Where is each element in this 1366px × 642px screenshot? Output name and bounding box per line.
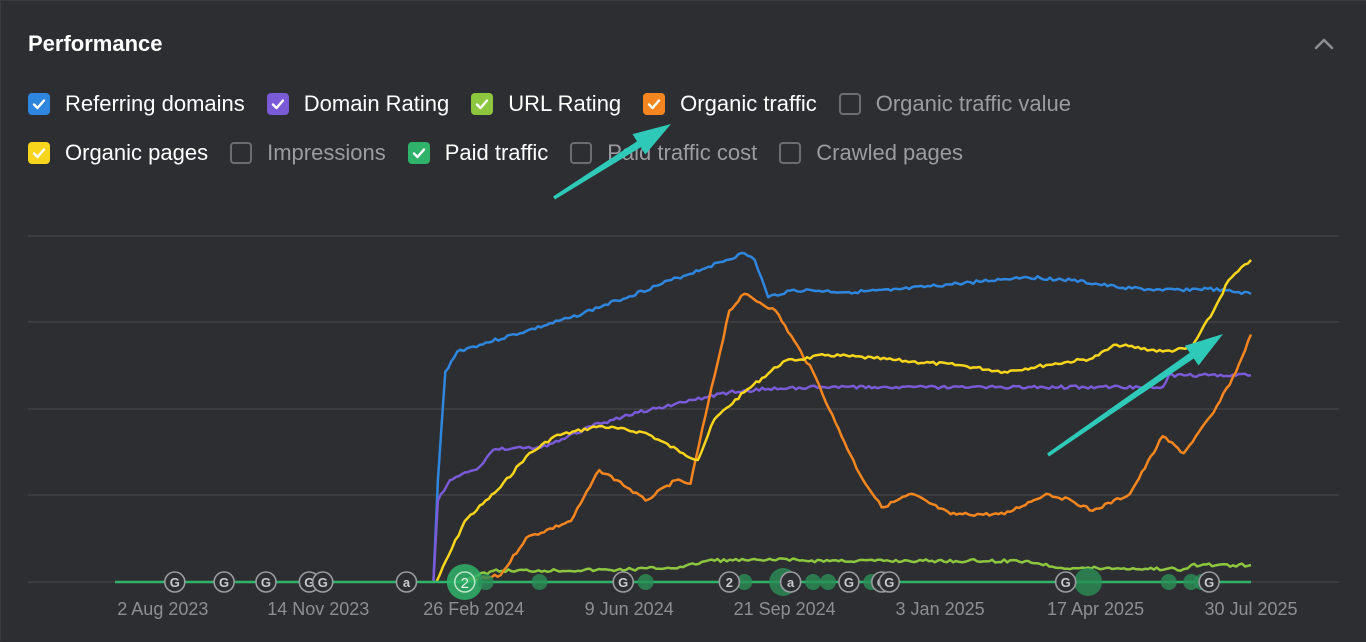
legend-label: Impressions bbox=[267, 140, 386, 165]
annotation-arrow-chart bbox=[1047, 334, 1223, 457]
series-line-url-rating bbox=[456, 557, 1252, 584]
series-line-organic-traffic bbox=[464, 292, 1253, 584]
checkbox-unchecked-icon[interactable] bbox=[570, 142, 593, 164]
event-marker[interactable] bbox=[1054, 571, 1077, 593]
activity-dot[interactable] bbox=[805, 574, 822, 590]
event-marker[interactable] bbox=[718, 571, 741, 593]
checkbox-checked-icon[interactable] bbox=[471, 93, 494, 115]
event-marker[interactable] bbox=[213, 571, 235, 593]
legend-label: Crawled pages bbox=[816, 140, 963, 165]
x-tick-label: 21 Sep 2024 bbox=[734, 599, 836, 619]
x-tick-label: 30 Jul 2025 bbox=[1204, 599, 1297, 619]
checkbox-checked-icon[interactable] bbox=[266, 93, 289, 115]
event-marker[interactable] bbox=[838, 571, 860, 593]
checkbox-unchecked-icon[interactable] bbox=[838, 93, 861, 115]
event-marker[interactable] bbox=[612, 571, 635, 593]
legend-label: Organic pages bbox=[65, 140, 209, 165]
activity-dot-ring bbox=[454, 571, 476, 593]
legend-label: Referring domains bbox=[65, 91, 245, 116]
legend-row-1: Referring domains Domain Rating URL Rating… bbox=[28, 89, 1093, 119]
chevron-up-icon[interactable] bbox=[1311, 31, 1337, 57]
legend-item-paid-traffic[interactable]: Paid traffic bbox=[407, 138, 549, 168]
event-marker-label: 2 bbox=[726, 575, 733, 590]
event-marker-label: G bbox=[844, 575, 854, 590]
legend-item-organic-traffic-value[interactable]: Organic traffic value bbox=[838, 89, 1071, 119]
event-marker-label: G bbox=[618, 575, 628, 590]
event-marker[interactable] bbox=[878, 571, 901, 593]
event-marker[interactable] bbox=[163, 571, 186, 593]
legend-label: Domain Rating bbox=[303, 91, 450, 116]
activity-dot[interactable] bbox=[637, 574, 654, 590]
checkbox-checked-icon[interactable] bbox=[407, 142, 430, 164]
legend-item-crawled-pages[interactable]: Crawled pages bbox=[779, 138, 963, 168]
panel-title: Performance bbox=[28, 31, 163, 56]
activity-dot[interactable] bbox=[736, 574, 753, 590]
activity-dot[interactable] bbox=[1160, 574, 1177, 590]
event-marker[interactable] bbox=[255, 571, 277, 593]
legend-label: URL Rating bbox=[508, 91, 622, 116]
series-line-organic-pages bbox=[435, 259, 1252, 583]
series-line-domain-rating bbox=[432, 372, 1252, 583]
checkbox-unchecked-icon[interactable] bbox=[230, 142, 253, 164]
event-marker[interactable] bbox=[779, 571, 802, 593]
legend-row-2: Organic pages Impressions Paid traffic Paid… bbox=[28, 138, 985, 168]
event-marker-label: G bbox=[1061, 575, 1071, 590]
legend-item-url-rating[interactable]: URL Rating bbox=[471, 89, 621, 119]
x-tick-label: 2 Aug 2023 bbox=[117, 599, 208, 619]
legend-label: Organic traffic bbox=[680, 91, 817, 116]
activity-dot[interactable] bbox=[477, 574, 494, 590]
event-marker-label: a bbox=[403, 575, 411, 590]
legend-item-organic-pages[interactable]: Organic pages bbox=[28, 138, 208, 168]
activity-dot[interactable] bbox=[1074, 568, 1103, 596]
legend-item-domain-rating[interactable]: Domain Rating bbox=[266, 89, 450, 119]
legend-item-impressions[interactable]: Impressions bbox=[230, 138, 386, 168]
annotation-arrow-legend bbox=[553, 124, 671, 200]
event-marker-label: G bbox=[219, 575, 229, 590]
checkbox-checked-icon[interactable] bbox=[643, 93, 666, 115]
activity-dot[interactable] bbox=[531, 574, 548, 590]
event-marker-label: G bbox=[170, 575, 180, 590]
activity-dot[interactable] bbox=[446, 564, 483, 600]
legend-item-paid-traffic-cost[interactable]: Paid traffic cost bbox=[570, 138, 757, 168]
checkbox-checked-icon[interactable] bbox=[28, 142, 50, 164]
checkbox-checked-icon[interactable] bbox=[28, 93, 50, 115]
legend-label: Paid traffic cost bbox=[607, 140, 758, 165]
event-marker-label: a bbox=[787, 575, 795, 590]
legend-label: Paid traffic bbox=[444, 140, 549, 165]
legend-item-organic-traffic[interactable]: Organic traffic bbox=[643, 89, 817, 119]
x-tick-label: 14 Nov 2023 bbox=[267, 599, 369, 619]
legend-label: Organic traffic value bbox=[875, 91, 1071, 116]
activity-dot[interactable] bbox=[819, 574, 836, 590]
series-line-referring-domains bbox=[432, 251, 1252, 583]
event-marker[interactable] bbox=[395, 571, 418, 593]
x-tick-label: 3 Jan 2025 bbox=[896, 599, 985, 619]
event-marker-label: G bbox=[318, 575, 328, 590]
activity-dot-label: 2 bbox=[461, 575, 469, 592]
x-tick-label: 9 Jun 2024 bbox=[585, 599, 674, 619]
checkbox-unchecked-icon[interactable] bbox=[779, 142, 802, 164]
x-tick-label: 26 Feb 2024 bbox=[423, 599, 524, 619]
legend-item-referring-domains[interactable]: Referring domains bbox=[28, 89, 245, 119]
event-marker[interactable] bbox=[1198, 571, 1220, 593]
event-marker-label: G bbox=[884, 575, 894, 590]
event-marker[interactable] bbox=[311, 571, 334, 593]
event-marker-label: G bbox=[304, 575, 314, 590]
event-marker-label: G bbox=[1204, 575, 1214, 590]
x-tick-label: 17 Apr 2025 bbox=[1047, 599, 1144, 619]
event-marker-label: G bbox=[261, 575, 271, 590]
